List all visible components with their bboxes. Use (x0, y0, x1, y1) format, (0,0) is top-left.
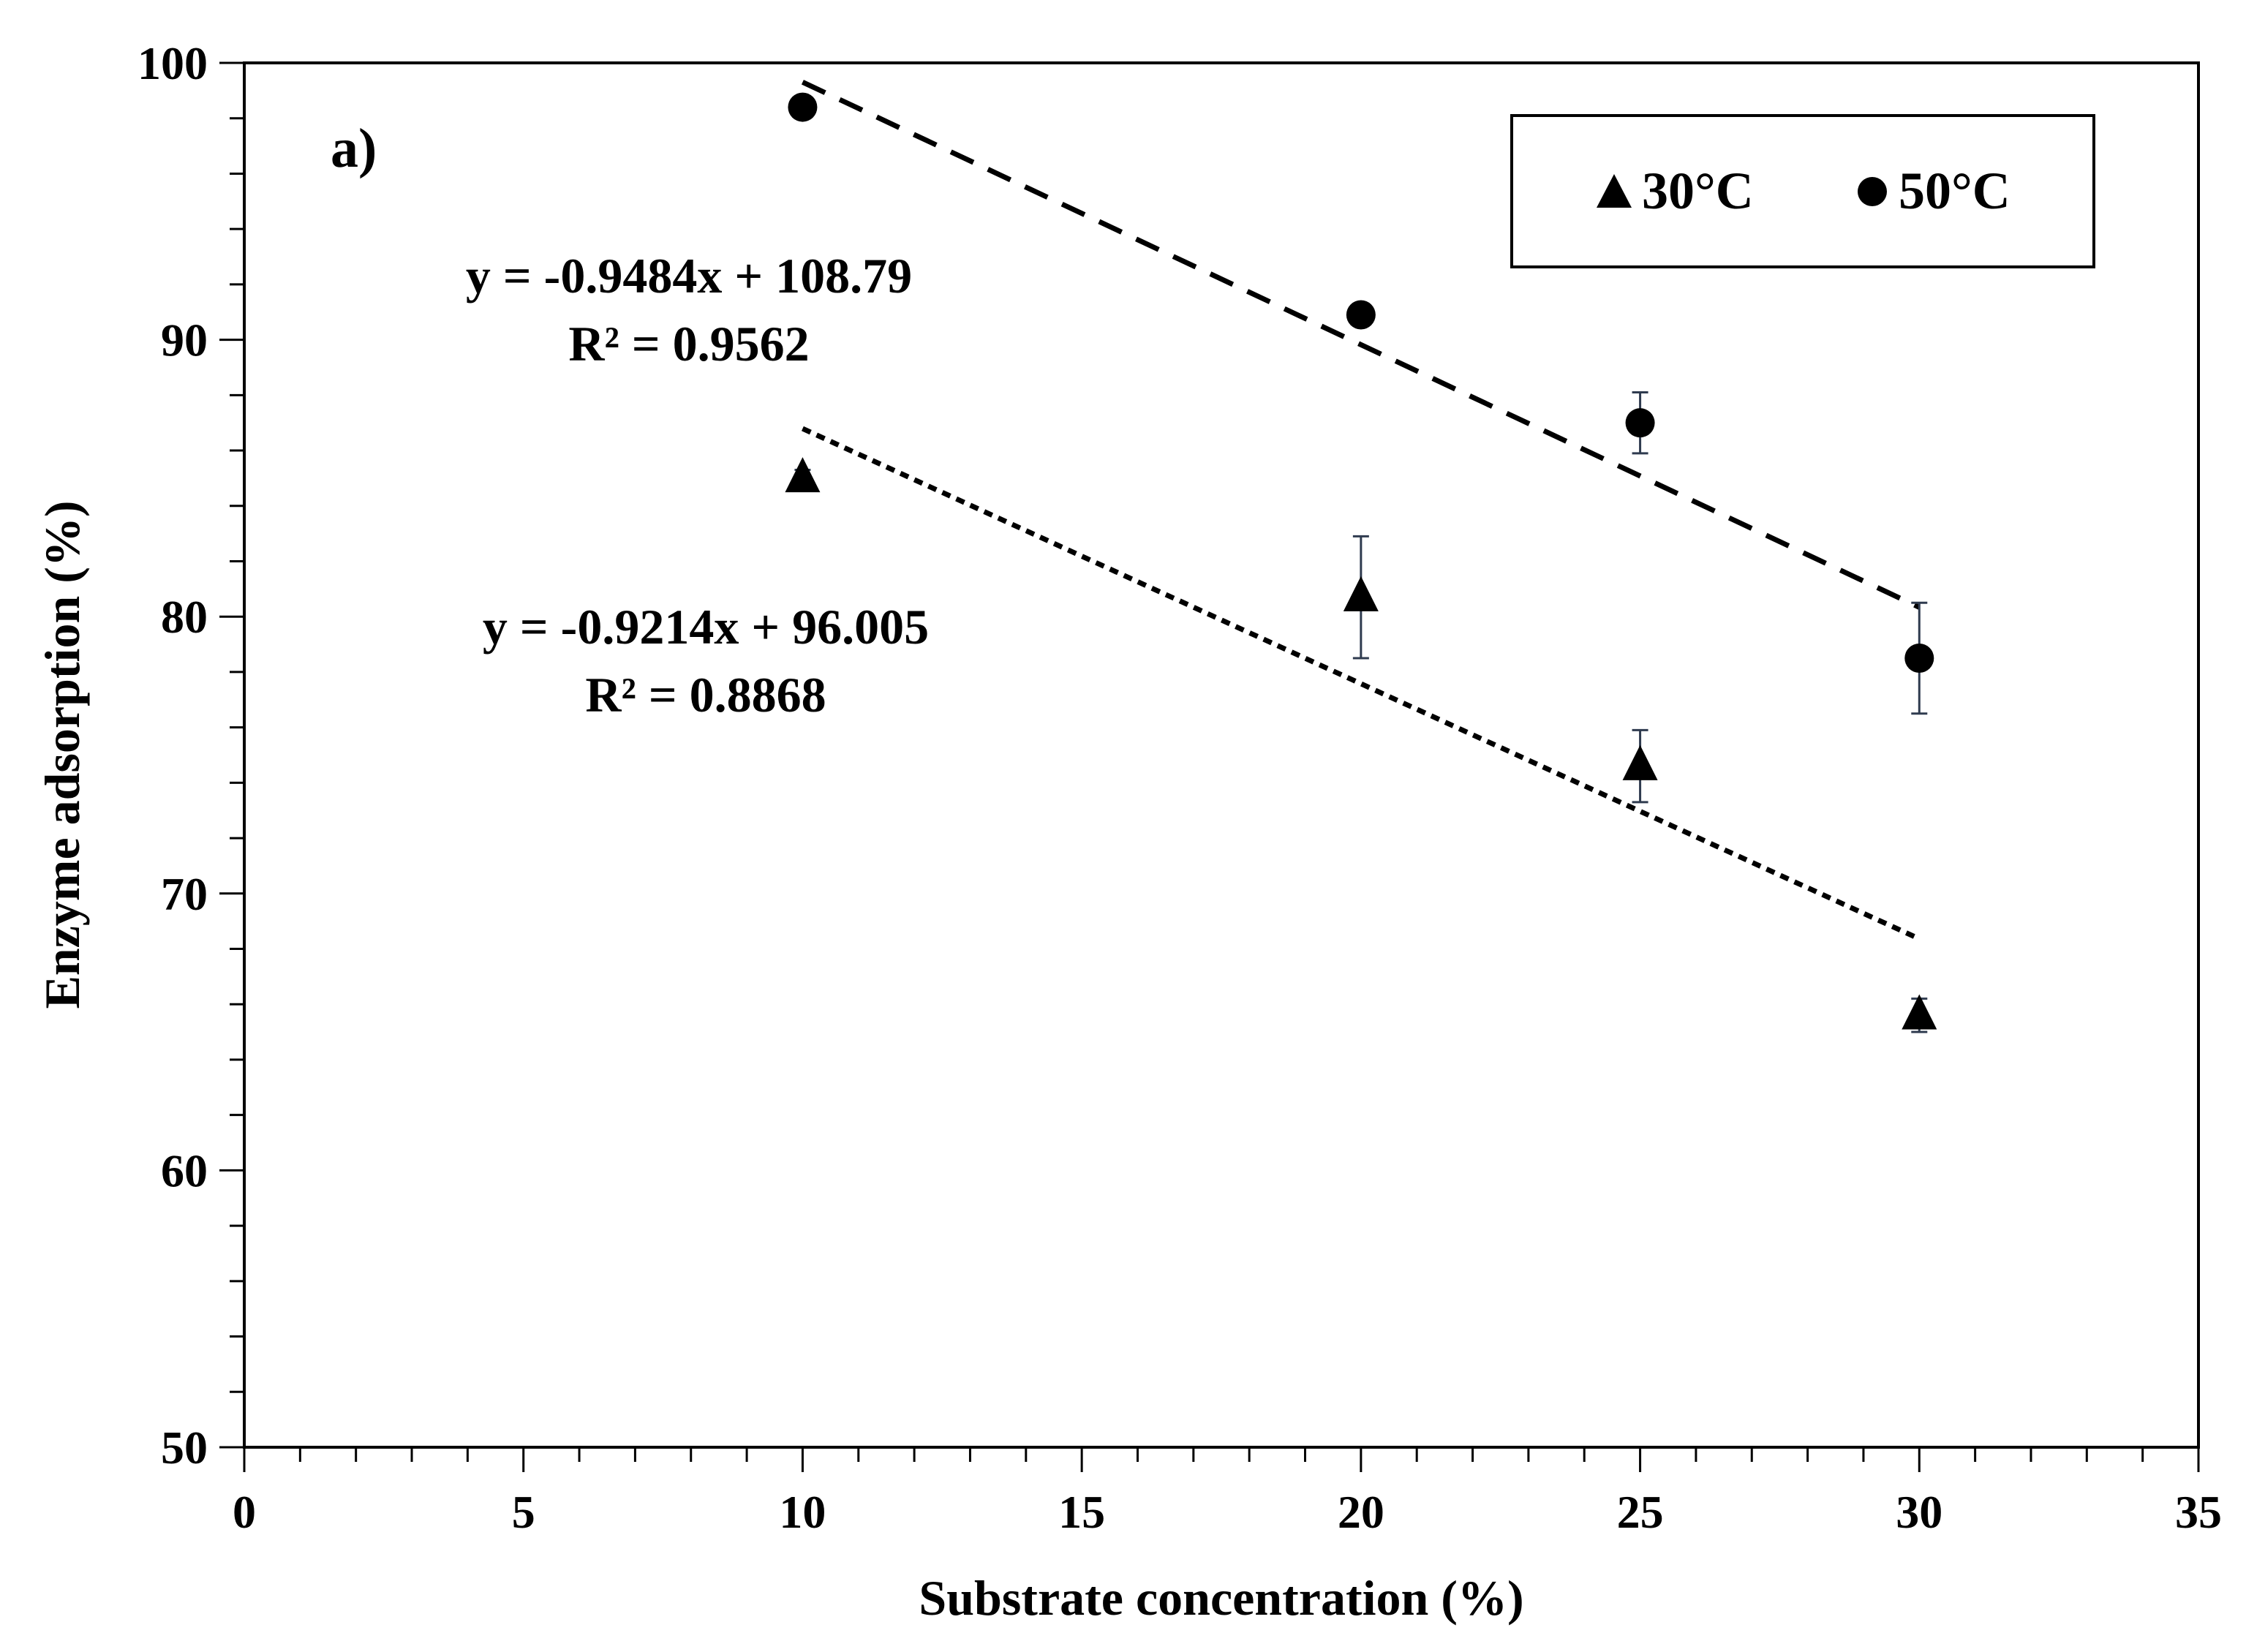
r2-50c: R² = 0.9562 (568, 316, 809, 371)
x-tick-label: 15 (1058, 1486, 1105, 1538)
legend-label-30c: 30°C (1642, 162, 1754, 220)
y-tick-label: 80 (161, 591, 208, 643)
point-50c (1346, 300, 1376, 330)
x-tick-label: 30 (1896, 1486, 1942, 1538)
data-markers (785, 92, 1937, 1030)
point-30c (785, 457, 821, 493)
point-30c (1622, 744, 1658, 780)
y-tick-label: 70 (161, 868, 208, 920)
point-50c (788, 92, 818, 122)
legend: 30°C 50°C (1510, 114, 2095, 268)
y-axis-ticks: 50 60 70 80 90 100 (137, 37, 244, 1474)
y-tick-label: 90 (161, 314, 208, 366)
equation-30c: y = -0.9214x + 96.005 (483, 599, 929, 655)
x-tick-label: 35 (2175, 1486, 2222, 1538)
point-50c (1625, 408, 1655, 438)
trendline-30c (801, 426, 1921, 941)
y-tick-label: 50 (161, 1422, 208, 1474)
plot-area-frame (243, 61, 2200, 1449)
x-tick-label: 0 (233, 1486, 256, 1538)
trendlines (801, 80, 1921, 941)
legend-label-50c: 50°C (1899, 162, 2011, 220)
x-tick-label: 25 (1617, 1486, 1664, 1538)
x-axis-ticks: 0 5 10 15 20 25 30 35 (233, 1447, 2222, 1538)
equation-50c: y = -0.9484x + 108.79 (466, 248, 912, 303)
x-tick-label: 10 (779, 1486, 826, 1538)
y-tick-label: 60 (161, 1144, 208, 1196)
point-30c (1902, 994, 1937, 1030)
point-50c (1904, 643, 1934, 673)
legend-circle-marker (1858, 177, 1887, 206)
x-tick-label: 20 (1338, 1486, 1384, 1538)
y-tick-label: 100 (137, 37, 208, 89)
x-axis-title: Substrate concentration (%) (919, 1570, 1523, 1626)
r2-30c: R² = 0.8868 (585, 667, 826, 723)
legend-triangle-marker (1597, 174, 1632, 208)
y-axis-title: Enzyme adsorption (%) (34, 500, 90, 1008)
x-tick-label: 5 (512, 1486, 535, 1538)
point-30c (1343, 576, 1379, 611)
panel-label: a) (331, 118, 377, 179)
trendline-50c (801, 80, 1921, 610)
